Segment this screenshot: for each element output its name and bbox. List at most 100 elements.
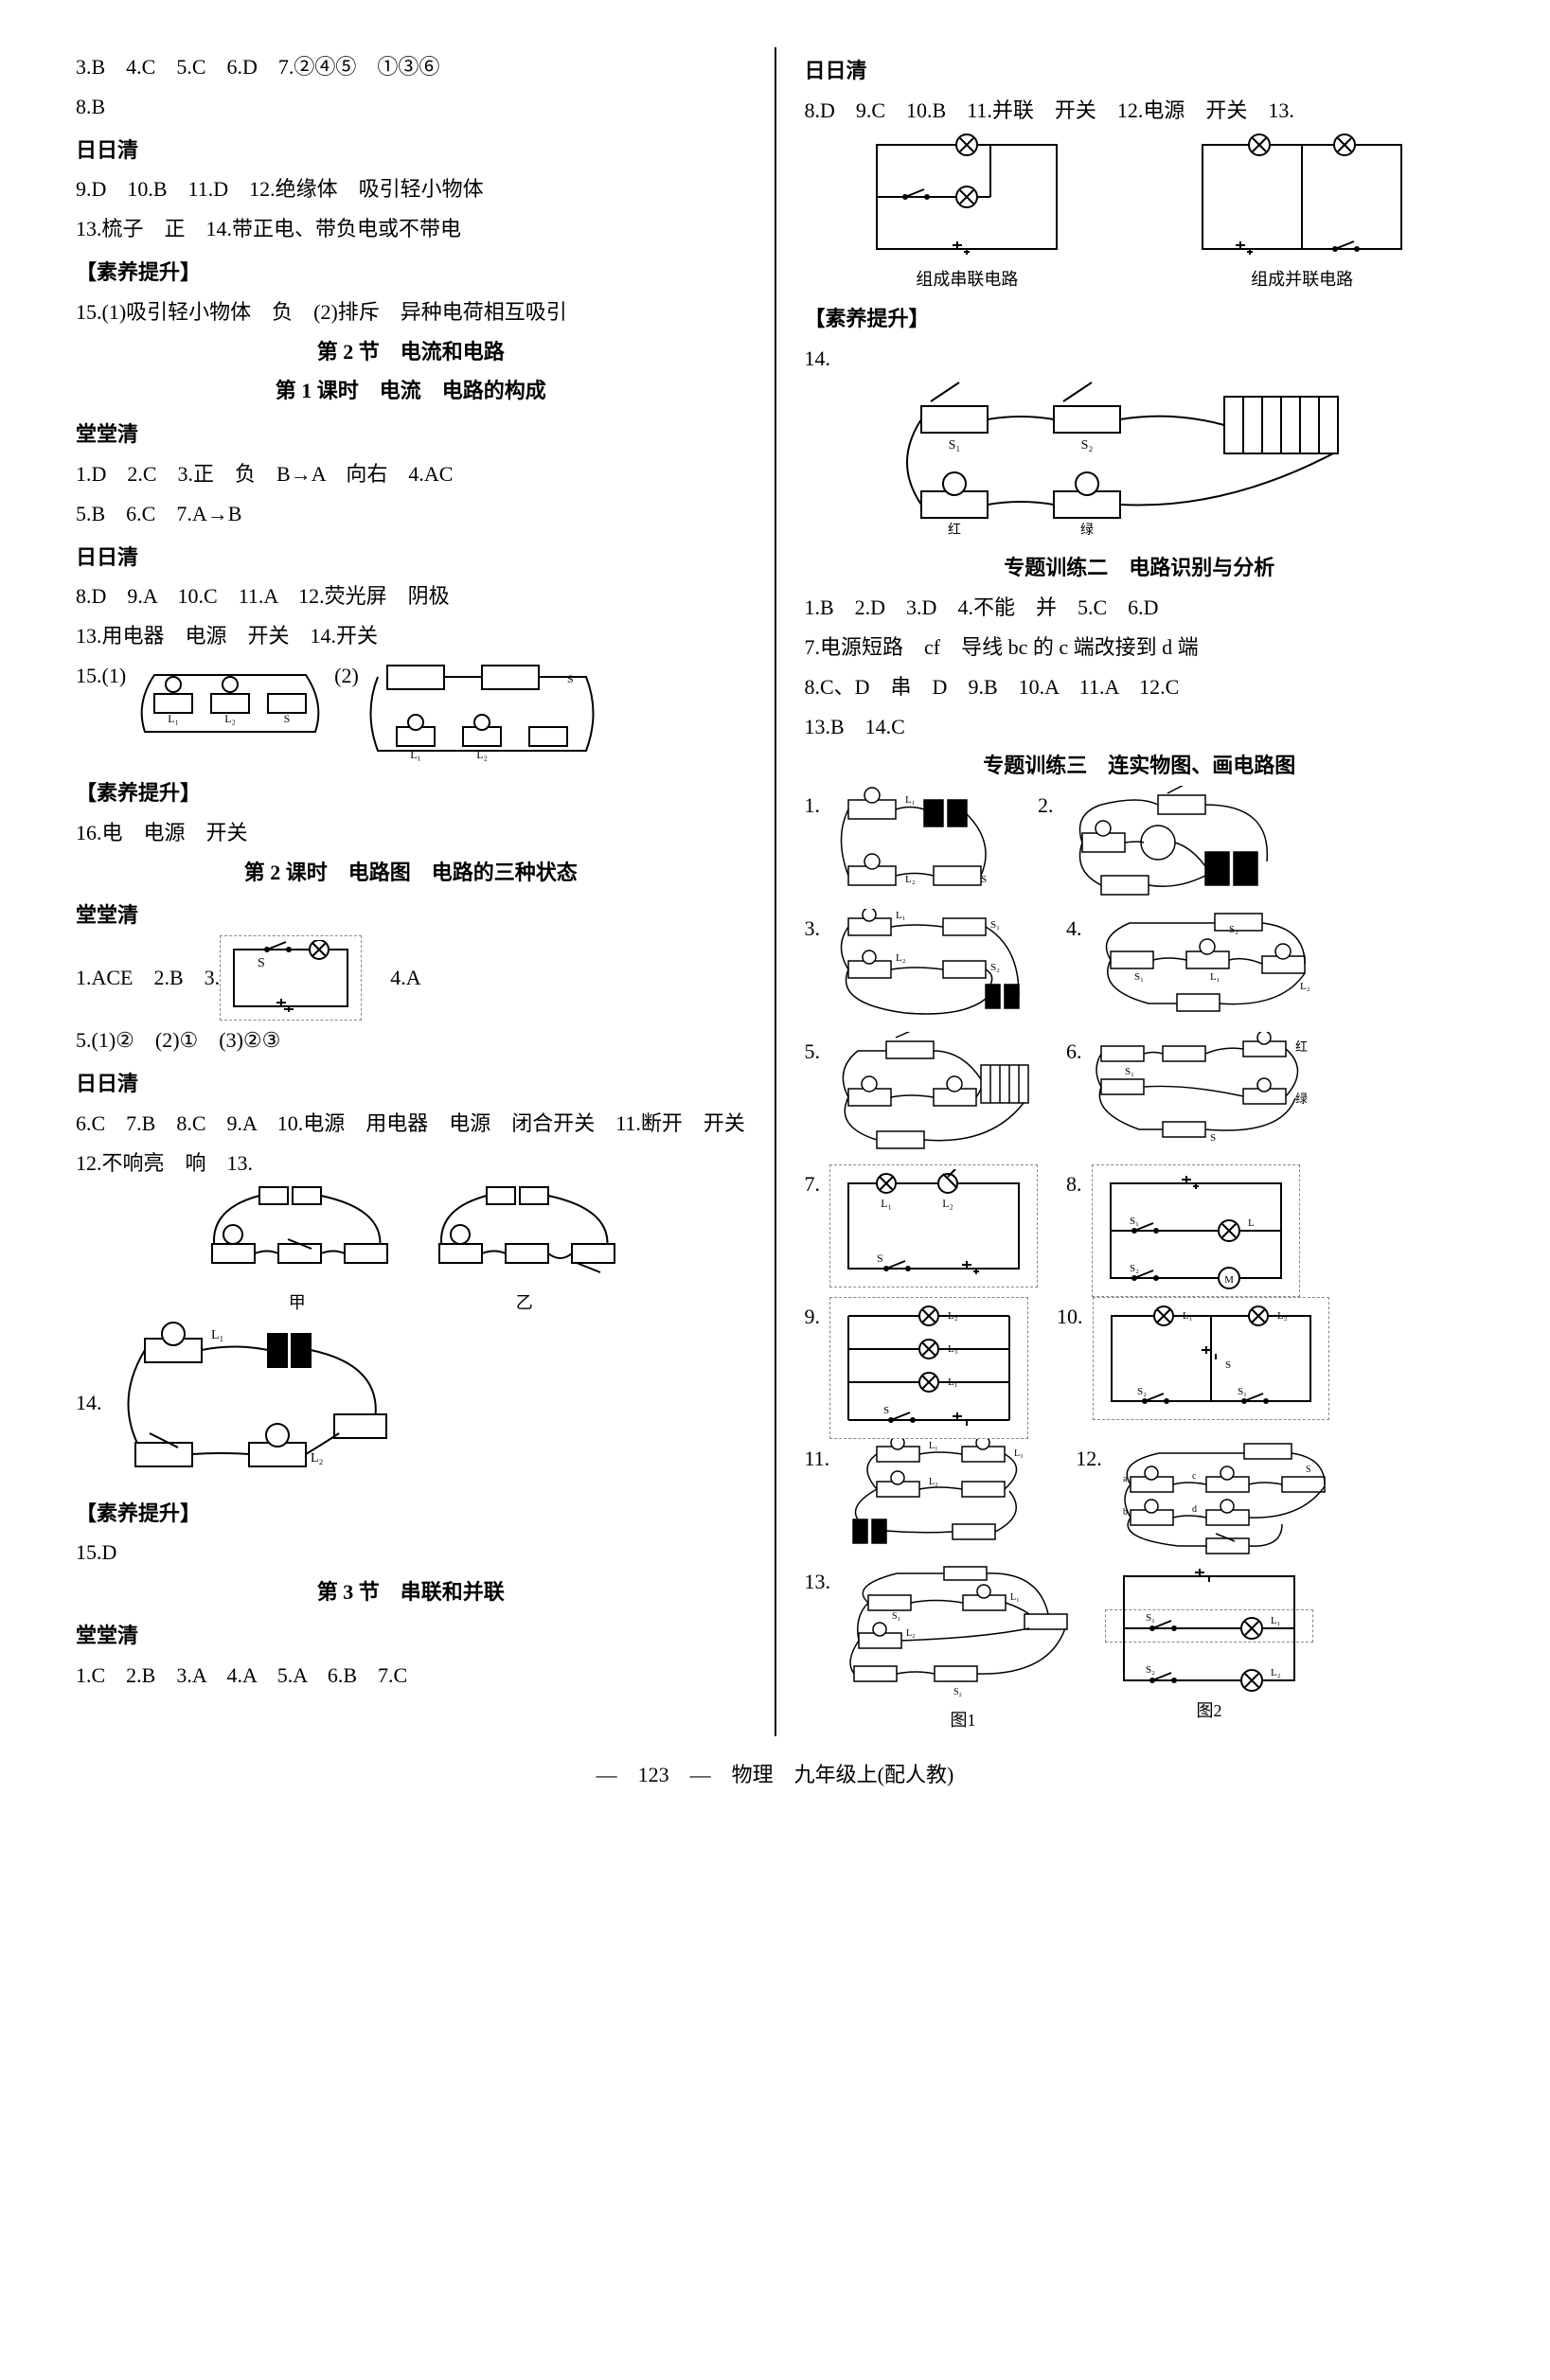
svg-text:S₁: S₁: [949, 438, 961, 453]
caption-jia: 甲: [193, 1287, 401, 1319]
q13-jia-wrap: 甲: [193, 1182, 401, 1319]
svg-text:S: S: [1225, 1359, 1231, 1371]
circuit-diagram-15-1: L₁ L₂ S: [126, 656, 334, 751]
topic-2-title: 专题训练二 电路识别与分析: [805, 548, 1475, 588]
page-footer: — 123 — 物理 九年级上(配人教): [76, 1755, 1474, 1795]
svg-text:绿: 绿: [1295, 1092, 1308, 1106]
series-circuit-wrap: 组成串联电路: [858, 131, 1076, 295]
diagram-13-tu1: L₁L₂S₁S₂: [840, 1562, 1086, 1704]
header-tangtang-2: 堂堂清: [76, 896, 746, 935]
topic-3-title: 专题训练三 连实物图、画电路图: [805, 746, 1475, 786]
svg-text:S: S: [1210, 1132, 1216, 1144]
header-suyang-2: 【素养提升】: [76, 773, 746, 813]
q2-label: 2.: [1038, 786, 1054, 826]
header-ririqing-1: 日日清: [76, 131, 746, 170]
svg-text:L₁: L₁: [929, 1441, 938, 1451]
svg-text:红: 红: [1295, 1039, 1308, 1054]
svg-text:L₁: L₁: [211, 1328, 223, 1342]
answer-16: 16.电 电源 开关: [76, 813, 746, 853]
q4-label: 4.: [1066, 909, 1082, 949]
svg-text:L₃: L₃: [1014, 1448, 1024, 1459]
svg-text:a: a: [1123, 1474, 1128, 1484]
q7-box: L₁L₂S: [829, 1164, 1038, 1288]
diagram-5: [829, 1032, 1038, 1164]
page-layout: 3.B 4.C 5.C 6.D 7.②④⑤ ①③⑥ 8.B 日日清 9.D 10…: [76, 47, 1474, 1736]
svg-text:L₁: L₁: [948, 1376, 958, 1388]
svg-text:L₂: L₂: [311, 1451, 324, 1465]
svg-text:S: S: [284, 712, 291, 725]
svg-text:S₁: S₁: [892, 1611, 900, 1622]
diagram-6: 红 S₁ 绿 S: [1092, 1032, 1328, 1164]
circuit-physical-14: S₁ S₂ 红 绿: [893, 378, 1385, 548]
q9-label: 9.: [805, 1297, 821, 1337]
svg-text:c: c: [1192, 1471, 1197, 1482]
q8-box: MS₁LS₂: [1092, 1164, 1300, 1297]
answer-t2-7: 7.电源短路 cf 导线 bc 的 c 端改接到 d 端: [805, 628, 1475, 667]
answer-15: 15.(1)吸引轻小物体 负 (2)排斥 异种电荷相互吸引: [76, 293, 746, 332]
q13-label: 13.: [805, 1562, 831, 1602]
q13-circuit-pair: 组成串联电路 组成并联电路: [805, 131, 1475, 295]
svg-text:S: S: [567, 672, 574, 685]
svg-text:S₂: S₂: [953, 1687, 962, 1697]
q10-label: 10.: [1057, 1297, 1083, 1337]
q14-label: 14.: [76, 1391, 102, 1414]
q8-label: 8.: [1066, 1164, 1082, 1204]
svg-text:S: S: [1306, 1465, 1311, 1475]
svg-text:L₁: L₁: [896, 910, 906, 921]
q3-label: 3.: [805, 909, 821, 949]
q15-label-2: (2): [334, 656, 359, 696]
svg-text:b: b: [1123, 1507, 1128, 1518]
svg-text:S₂: S₂: [1137, 1386, 1147, 1397]
q13-tu2-box: S₁L₁S₂L₂: [1105, 1609, 1313, 1643]
svg-text:L₂: L₂: [896, 952, 906, 964]
q11-label: 11.: [805, 1439, 830, 1479]
svg-text:S₂: S₂: [1229, 924, 1238, 935]
svg-text:L₂: L₂: [476, 748, 488, 761]
diagram-9: L₂L₃L₁S: [834, 1302, 1024, 1434]
diagram-7: L₁L₂S: [834, 1169, 1033, 1283]
svg-text:S₁: S₁: [1125, 1066, 1134, 1077]
answer-3-8: 3.B 4.C 5.C 6.D 7.②④⑤ ①③⑥: [76, 47, 746, 87]
svg-text:L₂: L₂: [1300, 981, 1310, 992]
svg-text:S: S: [877, 1252, 883, 1265]
answer-15d: 15.D: [76, 1533, 746, 1572]
circuit-diagram-14: L₁ L₂: [107, 1320, 410, 1490]
answer-1-4: 1.D 2.C 3.正 负 B→A 向右 4.AC: [76, 454, 746, 494]
q15-diagrams: 15.(1) L₁ L₂ S (2): [76, 656, 746, 770]
diagram-8: MS₁LS₂: [1096, 1169, 1295, 1292]
svg-text:d: d: [1192, 1504, 1197, 1515]
diagram-1: L₁L₂S: [829, 786, 1009, 909]
q13-diagrams: 甲: [76, 1182, 746, 1319]
diagram-13-tu2: S₁L₁S₂L₂: [1110, 1562, 1309, 1695]
svg-text:S₁: S₁: [990, 919, 1000, 931]
answer-r-8-13: 8.D 9.C 10.B 11.并联 开关 12.电源 开关 13.: [805, 91, 1475, 131]
answer-13-14b: 13.用电器 电源 开关 14.开关: [76, 616, 746, 656]
q13-yi-wrap: 乙: [420, 1182, 629, 1319]
diagram-row-7-8: 7. L₁L₂S 8. MS₁LS₂: [805, 1164, 1475, 1297]
svg-text:S₁: S₁: [1238, 1386, 1247, 1397]
caption-yi: 乙: [420, 1287, 629, 1319]
answer-5-7: 5.B 6.C 7.A→B: [76, 494, 746, 534]
svg-text:S₂: S₂: [1146, 1664, 1155, 1676]
q14-diagram-r: S₁ S₂ 红 绿: [805, 378, 1475, 548]
svg-text:L₂: L₂: [905, 874, 916, 885]
caption-series: 组成串联电路: [858, 263, 1076, 295]
q1-label: 1.: [805, 786, 821, 826]
answer-t2-1-6: 1.B 2.D 3.D 4.不能 并 5.C 6.D: [805, 588, 1475, 628]
svg-text:L₂: L₂: [1277, 1310, 1288, 1322]
answer-5: 5.(1)② (2)① (3)②③: [76, 1021, 746, 1060]
svg-text:S: S: [258, 956, 265, 970]
svg-text:S₁: S₁: [1134, 971, 1144, 983]
q5-label: 5.: [805, 1032, 821, 1072]
circuit-q3-box: S: [220, 935, 362, 1021]
svg-text:L₁: L₁: [1210, 971, 1220, 983]
header-tangtang-1: 堂堂清: [76, 415, 746, 454]
svg-text:S₁: S₁: [1130, 1216, 1139, 1227]
answer-t2-13-14: 13.B 14.C: [805, 707, 1475, 747]
header-suyang-r1: 【素养提升】: [805, 299, 1475, 339]
header-ririqing-2: 日日清: [76, 538, 746, 577]
svg-text:绿: 绿: [1080, 523, 1094, 538]
svg-text:M: M: [1224, 1274, 1234, 1286]
q10-box: L₁L₂S₂S₁S: [1093, 1297, 1329, 1420]
svg-text:S₂: S₂: [1130, 1263, 1139, 1274]
